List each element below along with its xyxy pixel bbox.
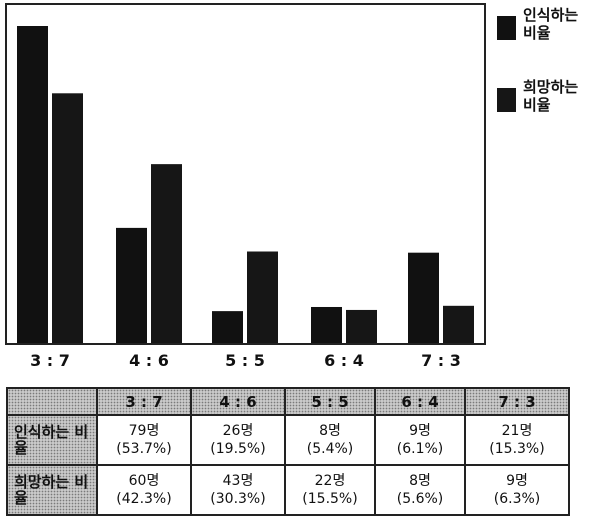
cell-count: 8명: [409, 473, 431, 489]
table-col-header: 6 : 4: [374, 387, 466, 416]
bars-group: [17, 26, 474, 344]
legend-item-desired: 희망하는 비율: [497, 78, 589, 150]
x-tick-label: 4 : 6: [129, 351, 169, 370]
cell-percent: (6.1%): [396, 441, 444, 457]
bar-desired-0: [52, 93, 83, 344]
table-cell: 22명 (15.5%): [284, 464, 376, 516]
bar-desired-2: [247, 251, 278, 343]
table-col-header: 7 : 3: [464, 387, 570, 416]
legend-item-recognized: 인식하는 비율: [497, 6, 589, 78]
cell-percent: (19.5%): [210, 441, 266, 457]
bar-recognized-2: [212, 311, 243, 343]
table-row-header: 희망하는 비율: [6, 464, 98, 516]
cell-percent: (6.3%): [493, 491, 541, 507]
bar-chart: 3 : 7 4 : 6 5 : 5 6 : 4 7 : 3: [5, 3, 486, 370]
cell-count: 60명: [128, 473, 160, 489]
table-col-header: 5 : 5: [284, 387, 376, 416]
table-cell: 8명 (5.4%): [284, 414, 376, 466]
table-header-row: 3 : 7 4 : 6 5 : 5 6 : 4 7 : 3: [6, 387, 570, 416]
table-corner-cell: [6, 387, 98, 416]
legend-swatch-recognized: [497, 16, 516, 40]
bar-desired-3: [346, 309, 377, 343]
cell-count: 26명: [222, 423, 254, 439]
table-col-header: 4 : 6: [190, 387, 286, 416]
data-table: 3 : 7 4 : 6 5 : 5 6 : 4 7 : 3 인식하는 비율 79…: [6, 387, 570, 516]
cell-count: 9명: [409, 423, 431, 439]
table-cell: 9명 (6.3%): [464, 464, 570, 516]
cell-count: 21명: [501, 423, 533, 439]
table-row: 인식하는 비율 79명 (53.7%) 26명 (19.5%) 8명 (5.4%) 9…: [6, 414, 570, 466]
cell-percent: (15.3%): [489, 441, 545, 457]
cell-percent: (42.3%): [116, 491, 172, 507]
table-cell: 79명 (53.7%): [96, 414, 192, 466]
bar-recognized-0: [17, 26, 48, 343]
table-row: 희망하는 비율 60명 (42.3%) 43명 (30.3%) 22명 (15.5%)…: [6, 464, 570, 516]
table-cell: 21명 (15.3%): [464, 414, 570, 466]
legend: 인식하는 비율 희망하는 비율: [497, 6, 589, 150]
bar-recognized-3: [311, 306, 342, 343]
table-cell: 60명 (42.3%): [96, 464, 192, 516]
cell-percent: (30.3%): [210, 491, 266, 507]
legend-label-desired: 희망하는 비율: [523, 78, 579, 114]
cell-percent: (53.7%): [116, 441, 172, 457]
x-tick-label: 3 : 7: [30, 351, 70, 370]
table-cell: 43명 (30.3%): [190, 464, 286, 516]
legend-label-recognized: 인식하는 비율: [523, 6, 579, 42]
legend-swatch-desired: [497, 88, 516, 112]
x-tick-label: 7 : 3: [421, 351, 461, 370]
table-cell: 9명 (6.1%): [374, 414, 466, 466]
table-col-header: 3 : 7: [96, 387, 192, 416]
cell-percent: (5.4%): [306, 441, 354, 457]
table-row-header: 인식하는 비율: [6, 414, 98, 466]
x-tick-label: 5 : 5: [225, 351, 265, 370]
cell-percent: (5.6%): [396, 491, 444, 507]
cell-count: 8명: [319, 423, 341, 439]
bar-recognized-1: [116, 227, 147, 343]
table-cell: 26명 (19.5%): [190, 414, 286, 466]
table-cell: 8명 (5.6%): [374, 464, 466, 516]
plot-frame: [5, 3, 486, 345]
x-tick-label: 6 : 4: [324, 351, 364, 370]
cell-count: 43명: [222, 473, 254, 489]
x-tick-labels: 3 : 7 4 : 6 5 : 5 6 : 4 7 : 3: [30, 351, 461, 370]
cell-count: 22명: [314, 473, 346, 489]
cell-count: 9명: [506, 473, 528, 489]
bar-desired-1: [151, 164, 182, 343]
bar-recognized-4: [408, 252, 439, 343]
bar-desired-4: [443, 305, 474, 343]
cell-count: 79명: [128, 423, 160, 439]
cell-percent: (15.5%): [302, 491, 358, 507]
